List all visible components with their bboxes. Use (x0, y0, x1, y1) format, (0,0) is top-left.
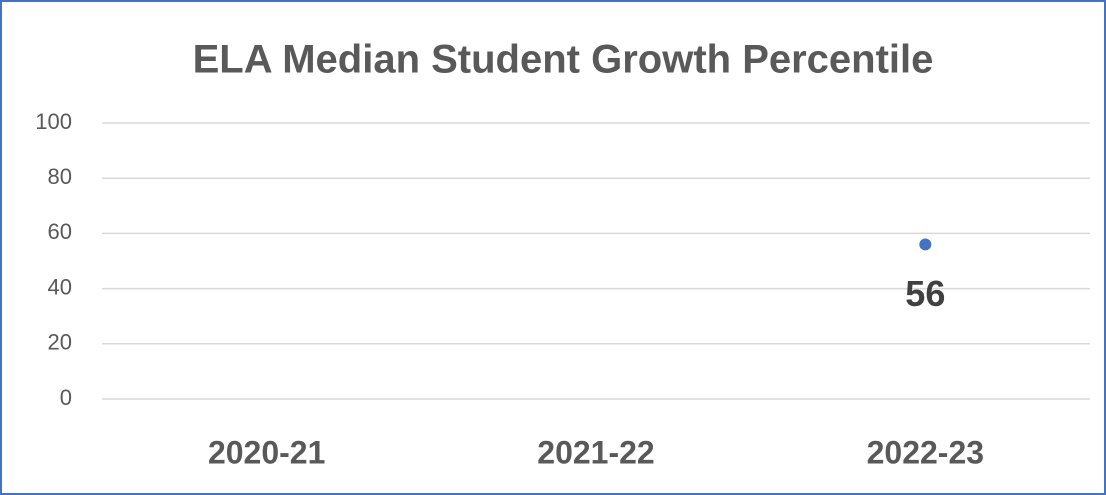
x-tick-label: 2022-23 (867, 434, 984, 470)
x-tick-label: 2020-21 (208, 434, 325, 470)
y-tick-label: 20 (48, 330, 72, 355)
chart-title: ELA Median Student Growth Percentile (193, 38, 934, 82)
y-tick-label: 60 (48, 219, 72, 244)
y-tick-label: 80 (48, 164, 72, 189)
y-tick-label: 0 (60, 385, 72, 410)
x-tick-label: 2021-22 (537, 434, 654, 470)
data-label: 56 (905, 273, 945, 314)
marker (919, 238, 932, 251)
y-tick-label: 100 (35, 109, 72, 134)
y-tick-label: 40 (48, 274, 72, 299)
